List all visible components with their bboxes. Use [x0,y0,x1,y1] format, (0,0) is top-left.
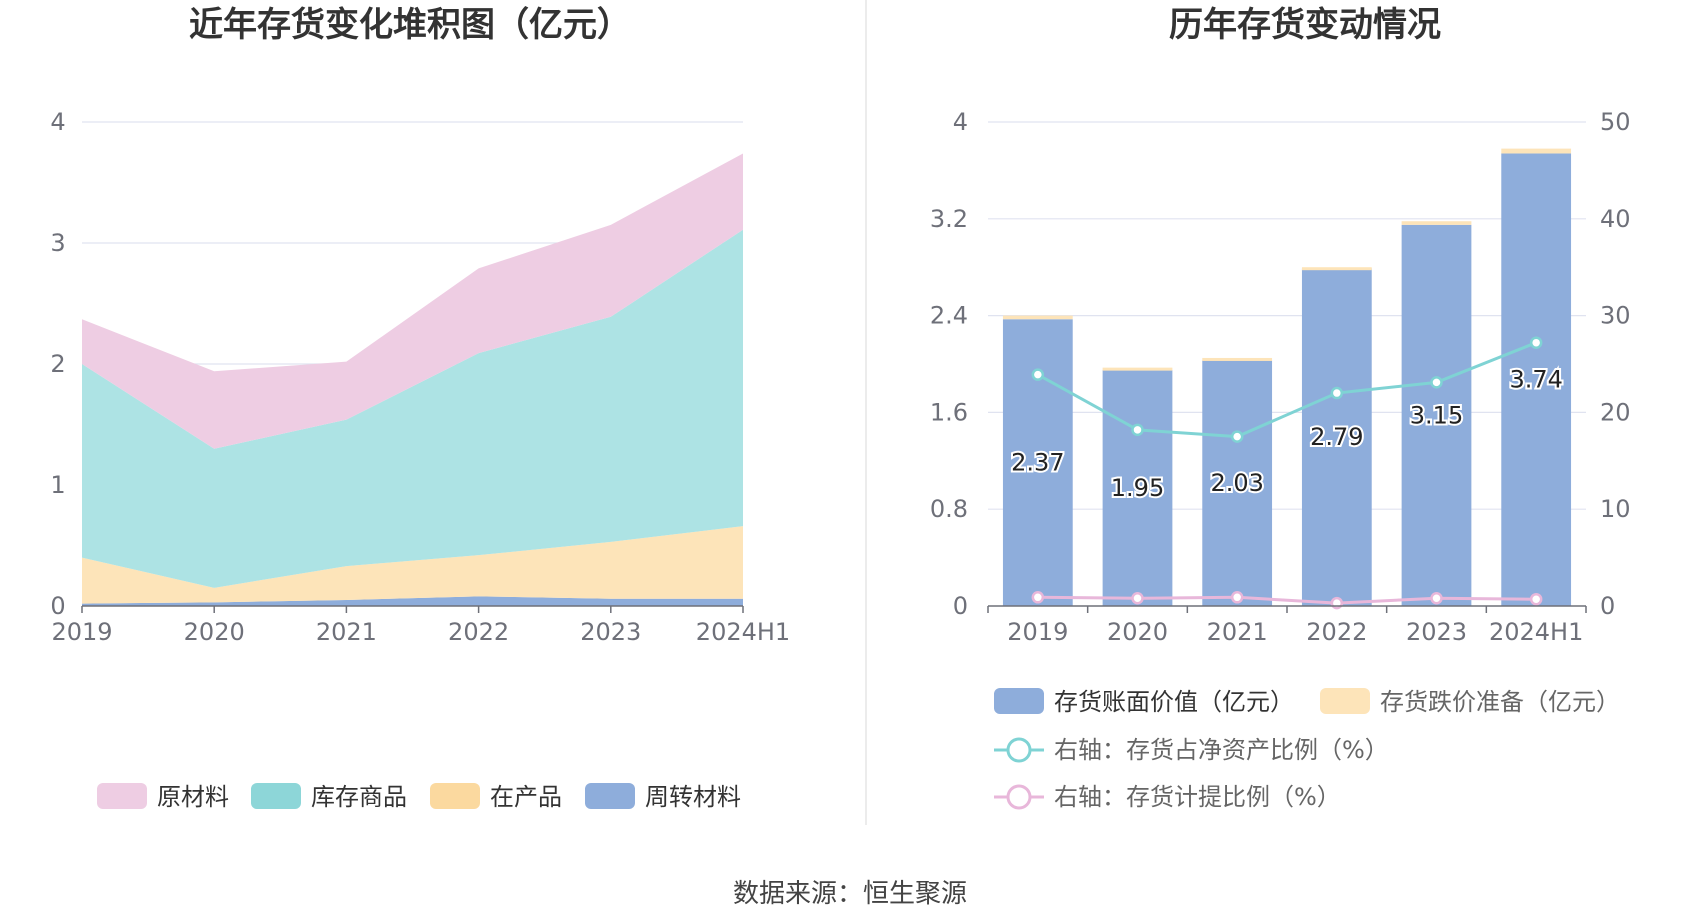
y-right-tick-label: 30 [1600,302,1631,330]
legend-label-wip: 在产品 [490,783,562,811]
legend-item-turnover[interactable]: 周转材料 [585,783,741,811]
y-left-tick-label: 3.2 [930,205,968,233]
y-right-tick-label: 10 [1600,495,1631,523]
line-provision-ratio-point [1430,592,1443,605]
legend-swatch-book-value [994,688,1044,714]
x-tick-label: 2019 [51,618,112,646]
line-net-asset-ratio-point [1529,336,1543,349]
y-left-tick-label: 2.4 [930,302,968,330]
area-raw-material [82,153,743,449]
bar-value-label: 3.15 [1410,401,1463,429]
legend-marker-provision-ratio [1006,784,1032,810]
right-chart-title: 历年存货变动情况 [1169,5,1441,45]
line-net-asset-ratio-point [1131,423,1144,437]
bar-provision [1301,267,1372,271]
bar-provision [1401,221,1472,225]
x-tick-label: 2021 [1207,618,1268,646]
line-net-asset-ratio-point [1031,368,1045,381]
line-net-asset-ratio [1037,341,1537,439]
legend-label-raw-material: 原材料 [157,783,229,811]
y-left-tick-label: 4 [953,108,968,136]
line-provision-ratio-point [1529,592,1543,606]
y-tick-label: 3 [50,229,65,257]
x-tick-label: 2024H1 [696,618,790,646]
x-tick-label: 2023 [580,618,641,646]
bar-provision [1002,315,1073,320]
bar-book-value [1301,268,1372,606]
line-net-asset-ratio-point [1230,430,1244,443]
y-tick-label: 1 [50,471,65,499]
y-tick-label: 0 [50,592,65,620]
y-left-tick-label: 0 [953,592,968,620]
y-right-tick-label: 0 [1600,592,1615,620]
y-right-tick-label: 40 [1600,205,1631,233]
x-tick-label: 2021 [316,618,377,646]
bar-book-value [1501,153,1572,606]
x-tick-label: 2024H1 [1489,618,1583,646]
y-left-tick-label: 0.8 [930,495,968,523]
bar-book-value [1102,370,1173,606]
y-left-tick-label: 1.6 [930,398,968,426]
legend-swatch-wip [430,783,480,809]
bar-book-value [1002,319,1073,606]
y-right-tick-label: 20 [1600,398,1631,426]
left-legend: 原材料 库存商品 在产品 周转材料 [97,783,741,811]
bar-provision [1202,357,1273,361]
bar-book-value [1202,360,1273,606]
line-provision-ratio-point [1031,591,1045,604]
legend-item-raw-material[interactable]: 原材料 [97,783,229,811]
legend-item-provision-ratio[interactable]: 右轴：存货计提比例（%） [994,783,1341,811]
legend-swatch-raw-material [97,783,147,809]
area-wip [82,526,743,604]
legend-swatch-turnover [585,783,635,809]
legend-swatch-inventory-goods [251,783,301,809]
x-tick-label: 2020 [1107,618,1168,646]
legend-label-inventory-goods: 库存商品 [311,783,407,811]
legend-item-inventory-goods[interactable]: 库存商品 [251,783,407,811]
bar-book-value [1401,224,1472,606]
legend-item-wip[interactable]: 在产品 [430,783,562,811]
legend-label-net-asset-ratio: 右轴：存货占净资产比例（%） [1054,736,1389,764]
legend-label-book-value: 存货账面价值（亿元） [1054,688,1294,716]
legend-marker-net-asset-ratio [1006,737,1032,763]
bar-value-label: 3.74 [1509,366,1562,394]
bar-value-label: 2.03 [1210,469,1263,497]
x-tick-label: 2020 [184,618,245,646]
legend-item-net-asset-ratio[interactable]: 右轴：存货占净资产比例（%） [994,736,1389,764]
legend-item-provision[interactable]: 存货跌价准备（亿元） [1320,688,1620,716]
area-inventory-goods [82,229,743,588]
x-tick-label: 2022 [1306,618,1367,646]
bar-value-label: 2.37 [1011,449,1064,477]
line-net-asset-ratio-point [1330,386,1344,400]
data-source-note: 数据来源：恒生聚源 [733,879,967,909]
line-provision-ratio [1037,595,1537,605]
bar-provision [1102,367,1173,371]
x-tick-label: 2022 [448,618,509,646]
area-turnover [82,596,743,606]
line-provision-ratio-point [1131,592,1144,605]
x-tick-label: 2019 [1007,618,1068,646]
y-right-tick-label: 50 [1600,108,1631,136]
line-provision-ratio-point [1230,591,1244,604]
legend-label-turnover: 周转材料 [645,783,741,811]
legend-label-provision-ratio: 右轴：存货计提比例（%） [1054,783,1341,811]
bar-value-label: 2.79 [1310,423,1363,451]
left-chart-title: 近年存货变化堆积图（亿元） [189,5,631,45]
bar-value-label: 1.95 [1111,474,1164,502]
stacked-area-chart: 0 1 2 3 4 2019 2020 2021 2022 2023 2024H1 [50,108,790,646]
x-tick-label: 2023 [1406,618,1467,646]
right-legend: 存货账面价值（亿元） 存货跌价准备（亿元） 右轴：存货占净资产比例（%） 右轴：… [994,688,1620,811]
legend-item-book-value[interactable]: 存货账面价值（亿元） [994,688,1294,716]
legend-label-provision: 存货跌价准备（亿元） [1380,688,1620,716]
y-tick-label: 2 [50,350,65,378]
legend-swatch-provision [1320,688,1370,714]
y-tick-label: 4 [50,108,65,136]
bar-provision [1501,148,1572,154]
line-net-asset-ratio-point [1430,376,1443,389]
